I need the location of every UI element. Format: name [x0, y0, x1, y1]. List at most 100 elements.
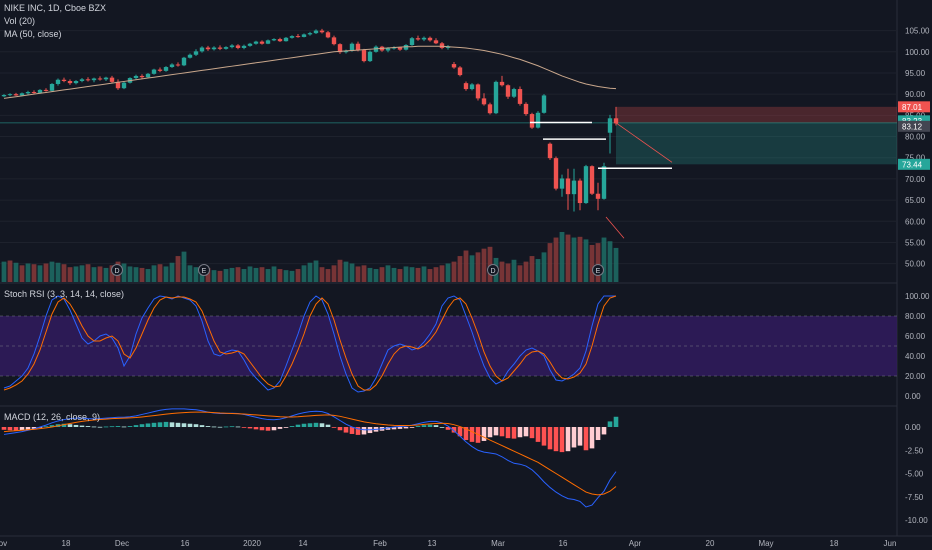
volume-bar	[145, 269, 151, 282]
price-label-box	[898, 120, 930, 132]
event-label: E	[596, 268, 601, 275]
volume-bar	[499, 261, 505, 282]
candle-body	[355, 43, 361, 51]
volume-bar	[433, 267, 439, 282]
macd-histogram-bar	[535, 427, 541, 442]
macd-histogram-bar	[595, 427, 601, 441]
rsi-tick-label: 20.00	[905, 372, 926, 381]
macd-histogram-bar	[205, 426, 211, 427]
volume-bar	[571, 237, 577, 282]
drawings[interactable]	[530, 121, 672, 170]
candle-body	[601, 166, 607, 199]
price-label-text: 87.01	[902, 103, 923, 112]
volume-bar	[451, 261, 457, 282]
ma-legend: MA (50, close)	[4, 29, 62, 39]
candle-body	[541, 95, 547, 113]
event-marker	[198, 264, 210, 276]
volume-bar	[445, 263, 451, 282]
stoch-rsi-band	[0, 315, 897, 377]
candle-body	[271, 39, 277, 41]
time-tick-label: 14	[299, 539, 308, 548]
macd-histogram-bar	[421, 425, 427, 427]
volume-bar	[547, 243, 553, 282]
candle-body	[559, 178, 565, 189]
macd-histogram-bar	[487, 427, 493, 438]
macd-histogram-bar	[19, 427, 25, 431]
volume-bar	[127, 266, 133, 282]
event-label: D	[490, 268, 495, 275]
volume-bar	[337, 259, 343, 282]
volume-bar	[79, 265, 85, 282]
volume-bar	[37, 265, 43, 282]
volume-bar	[103, 267, 109, 282]
short-position-tool[interactable]	[0, 106, 897, 239]
macd-histogram-bar	[85, 426, 91, 427]
candle-body	[571, 180, 577, 195]
candle-body	[43, 89, 49, 91]
candle-body	[499, 81, 505, 86]
candle-body	[103, 77, 109, 80]
volume-bar	[109, 265, 115, 282]
macd-histogram-bar	[265, 427, 271, 431]
signal-line	[3, 411, 617, 496]
volume-bar	[187, 265, 193, 282]
macd-histogram-bar	[271, 427, 277, 431]
macd-tick-label: -7.50	[905, 493, 924, 502]
event-label: D	[114, 268, 119, 275]
macd-tick-label: -10.00	[905, 516, 928, 525]
macd-histogram-bar	[163, 421, 169, 427]
candle-body	[1, 95, 7, 97]
volume-bar	[97, 266, 103, 282]
volume-bar	[91, 267, 97, 282]
macd-histogram-bar	[157, 422, 163, 427]
grid	[0, 0, 932, 537]
candle-body	[589, 166, 595, 194]
candle-body	[241, 45, 247, 48]
time-tick-label: Mar	[491, 539, 505, 548]
macd-histogram-bar	[511, 427, 517, 439]
volume-bar	[505, 263, 511, 282]
time-tick-label: 20	[706, 539, 715, 548]
volume-bar	[541, 252, 547, 282]
volume-bar	[523, 261, 529, 282]
candle-body	[529, 114, 535, 128]
candle-body	[247, 43, 253, 46]
macd-histogram-bar	[493, 427, 499, 436]
macd-histogram-bar	[553, 427, 559, 452]
price-label-box	[898, 158, 930, 170]
ma-line	[3, 45, 617, 99]
volume-bar	[469, 255, 475, 282]
macd-histogram-bar	[253, 427, 259, 430]
candle-body	[73, 81, 79, 84]
volume-bar	[577, 236, 583, 282]
macd-histogram-bar	[469, 427, 475, 442]
candle-body	[19, 93, 25, 96]
candle-body	[115, 81, 121, 89]
volume-bar	[1, 261, 7, 282]
candle-body	[187, 54, 193, 58]
candle-body	[451, 64, 457, 68]
volume-bar	[151, 265, 157, 282]
candle-body	[457, 67, 463, 76]
volume-bar	[193, 267, 199, 282]
volume-bar	[325, 269, 331, 282]
volume-bar	[295, 269, 301, 282]
volume-bar	[331, 265, 337, 282]
candle-body	[259, 41, 265, 44]
macd-histogram-bar	[187, 423, 193, 427]
macd-tick-label: 0.00	[905, 423, 921, 432]
volume-bar	[235, 267, 241, 282]
candle-body	[481, 98, 487, 105]
volume-bar	[475, 252, 481, 282]
macd-histogram-bar	[49, 425, 55, 427]
volume-bar	[589, 244, 595, 282]
volume-bar	[517, 265, 523, 282]
candle-body	[409, 38, 415, 45]
volume-bar	[121, 263, 127, 282]
macd-histogram-bar	[79, 425, 85, 427]
volume-bar	[247, 266, 253, 282]
price-label-box	[898, 101, 930, 113]
